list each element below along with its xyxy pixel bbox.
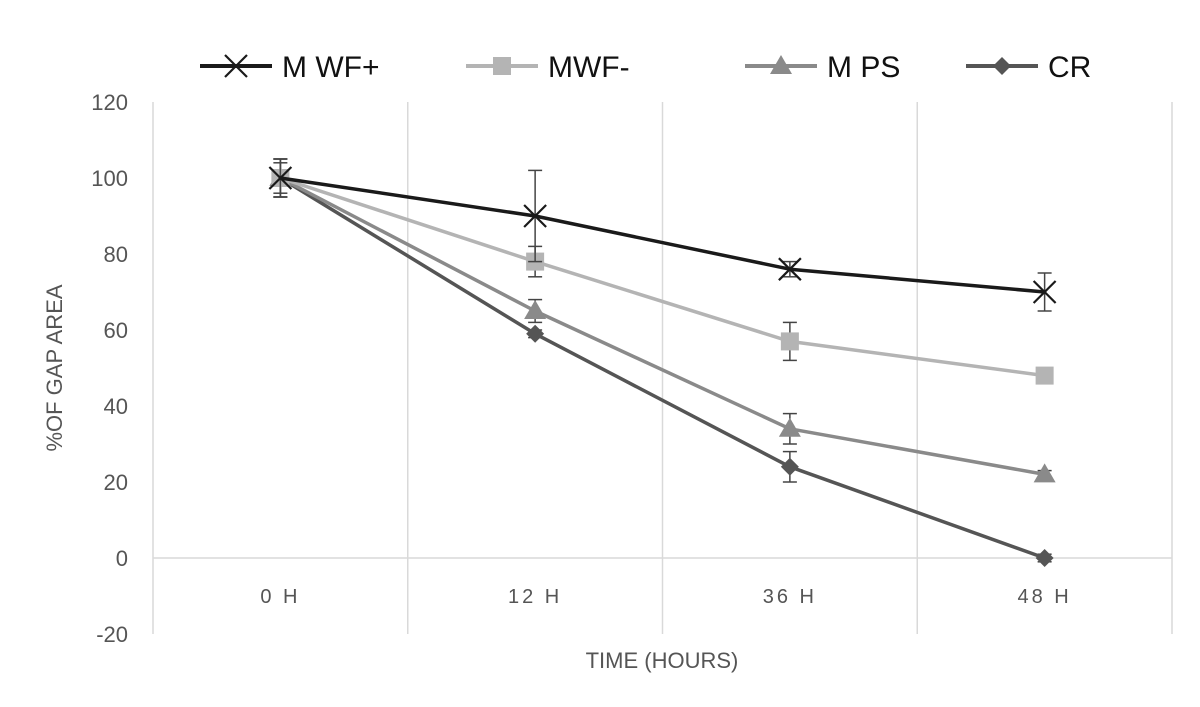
legend-marker: [493, 57, 511, 75]
series-line: [278, 176, 1047, 294]
legend-marker: [993, 57, 1011, 75]
legend-label: CR: [1048, 51, 1091, 84]
y-tick-label: 20: [104, 470, 128, 495]
legend-label: M WF+: [282, 51, 380, 84]
y-tick-label: 40: [104, 394, 128, 419]
data-point: [1035, 549, 1054, 567]
legend-entry: M PS: [745, 51, 900, 84]
data-point: [526, 324, 545, 343]
y-tick-label: 80: [104, 242, 128, 267]
y-tick-label: -20: [96, 622, 128, 647]
series-group: [268, 158, 1057, 567]
x-axis-label: TIME (HOURS): [586, 648, 739, 673]
data-point: [268, 166, 293, 190]
legend-entry: CR: [966, 51, 1091, 84]
y-tick-label: 100: [91, 166, 128, 191]
series-line: [278, 176, 1047, 378]
legend-marker: [224, 54, 248, 78]
y-tick-label: 0: [116, 546, 128, 571]
series-line: [278, 176, 1047, 560]
legend-entry: M WF+: [200, 51, 380, 84]
data-point: [780, 457, 799, 476]
legend-label: MWF-: [548, 51, 630, 84]
legend: M WF+ MWF- M PS CR: [200, 51, 1091, 84]
x-tick-label: 12 H: [508, 586, 562, 608]
data-point: [778, 257, 802, 281]
x-axis-ticks: 0 H 12 H 36 H 48 H: [260, 586, 1072, 608]
legend-label: M PS: [827, 51, 900, 84]
legend-marker: [770, 55, 792, 74]
data-point: [1035, 366, 1054, 385]
legend-entry: MWF-: [466, 51, 630, 84]
data-point: [780, 332, 799, 351]
x-tick-label: 0 H: [260, 586, 300, 608]
y-tick-label: 120: [91, 90, 128, 115]
data-point: [523, 204, 547, 228]
data-point: [1032, 280, 1057, 304]
data-point: [778, 417, 801, 437]
data-point: [1033, 463, 1056, 483]
x-tick-label: 36 H: [763, 586, 817, 608]
x-tick-label: 48 H: [1018, 586, 1072, 608]
y-axis-label: %OF GAP AREA: [42, 284, 67, 451]
data-point: [524, 300, 547, 319]
y-axis-ticks: 120 100 80 60 40 20 0 -20: [91, 90, 128, 647]
y-tick-label: 60: [104, 318, 128, 343]
series-line: [278, 176, 1047, 477]
series-m-wf-: [268, 158, 1057, 312]
